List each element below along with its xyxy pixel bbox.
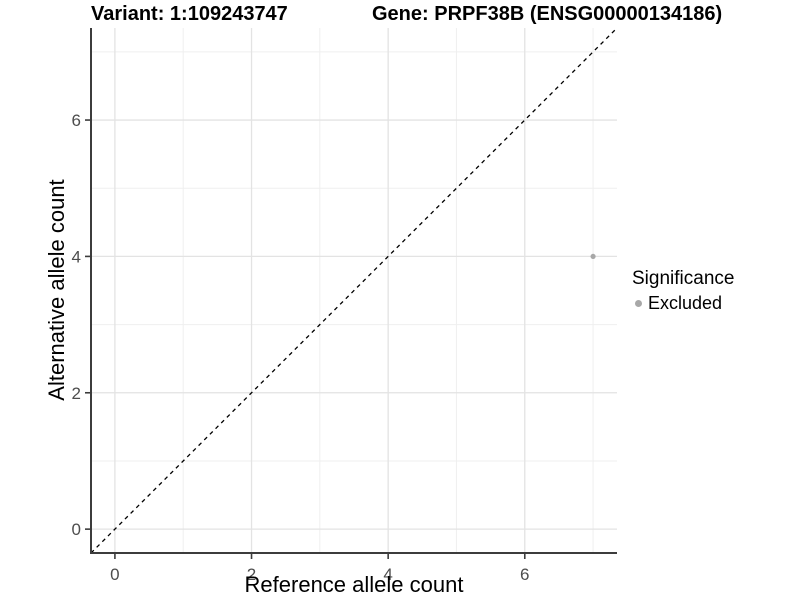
legend-title: Significance (632, 268, 735, 289)
diagonal-reference-line (90, 27, 618, 554)
legend-item-label: Excluded (648, 293, 723, 313)
y-tick-label: 0 (72, 520, 81, 539)
y-axis-label: Alternative allele count (44, 179, 69, 401)
x-tick-label: 4 (383, 565, 392, 584)
y-tick-label: 2 (72, 384, 81, 403)
gene-title: Gene: PRPF38B (ENSG00000134186) (372, 3, 723, 25)
legend-item-excluded: Excluded (632, 292, 734, 314)
y-tick-label: 4 (72, 247, 81, 266)
legend: Significance Excluded (632, 267, 734, 314)
y-tick-label: 6 (72, 111, 81, 130)
data-point (590, 253, 596, 260)
legend-point-icon (635, 299, 642, 307)
x-axis-label: Reference allele count (244, 572, 464, 597)
x-tick-label: 0 (110, 565, 119, 584)
variant-title: Variant: 1:109243747 (91, 3, 288, 25)
x-tick-label: 2 (247, 565, 256, 584)
x-tick-label: 6 (520, 565, 529, 584)
